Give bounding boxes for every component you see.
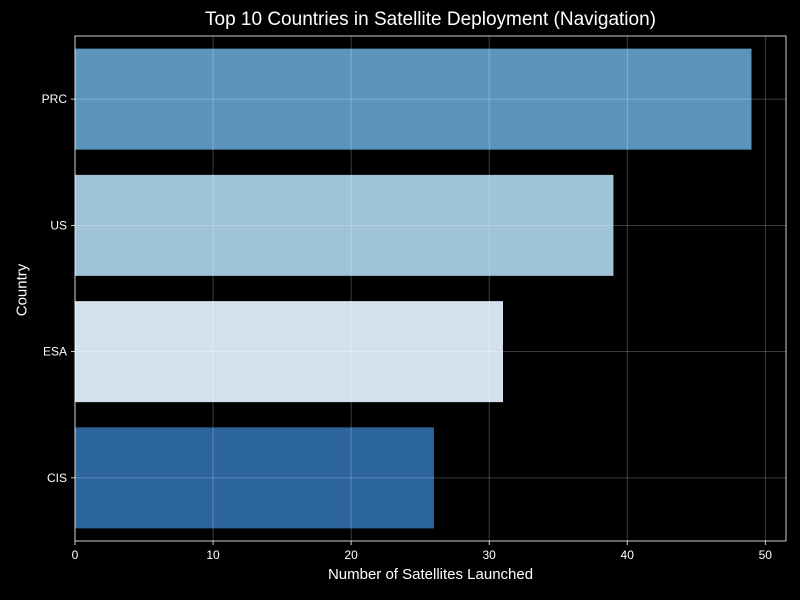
bar-cis — [75, 427, 434, 529]
y-axis-label: Country — [13, 263, 31, 317]
y-tick-label-cis: CIS — [47, 471, 67, 485]
x-axis-label: Number of Satellites Launched — [327, 566, 534, 583]
x-tick-label: 20 — [344, 548, 358, 562]
y-tick-label-esa: ESA — [43, 345, 67, 359]
bar-esa — [75, 301, 503, 403]
chart-title: Top 10 Countries in Satellite Deployment… — [205, 9, 656, 30]
y-tick-label-prc: PRC — [42, 92, 68, 106]
x-tick-label: 0 — [72, 548, 79, 562]
bar-us — [75, 174, 614, 276]
x-tick-label: 30 — [482, 548, 496, 562]
x-tick-label: 50 — [759, 548, 773, 562]
x-tick-label: 10 — [206, 548, 220, 562]
x-tick-label: 40 — [621, 548, 635, 562]
axes-frame — [74, 35, 787, 542]
y-tick-label-us: US — [50, 218, 67, 232]
bar-prc — [75, 48, 752, 150]
